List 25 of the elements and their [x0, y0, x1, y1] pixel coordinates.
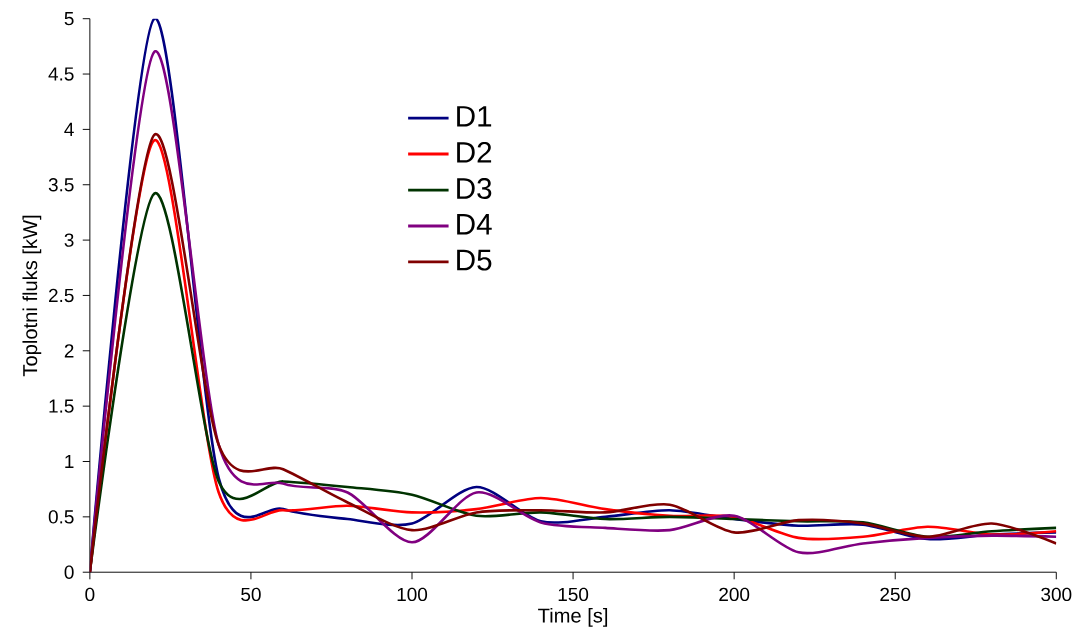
- x-tick-label: 200: [719, 587, 750, 602]
- x-tick-label: 300: [1041, 587, 1072, 602]
- legend-label: D4: [457, 214, 492, 235]
- x-tick-label: 100: [397, 587, 428, 602]
- legend-label: D3: [457, 178, 492, 200]
- legend-label: D5: [457, 250, 492, 271]
- y-tick-label: 1: [65, 455, 74, 469]
- legend-label: D2: [457, 142, 492, 163]
- y-tick-label: 3: [64, 233, 74, 248]
- y-tick-label: 3.5: [48, 178, 74, 192]
- x-tick-label: 0: [85, 587, 95, 602]
- y-axis-title: Toplotni fluks [kW]: [22, 215, 42, 377]
- y-tick-label: 2.5: [49, 288, 74, 303]
- y-tick-label: 5: [64, 12, 74, 26]
- x-tick-label: 150: [558, 587, 589, 602]
- x-axis-title: Time [s]: [538, 608, 608, 627]
- y-tick-label: 1.5: [49, 399, 74, 413]
- y-tick-label: 2: [64, 344, 74, 358]
- x-tick-label: 250: [880, 587, 911, 602]
- legend-label: D1: [457, 106, 492, 127]
- x-tick-label: 50: [241, 587, 261, 602]
- y-tick-label: 0.5: [48, 510, 74, 524]
- y-tick-label: 0: [64, 565, 74, 580]
- y-tick-label: 4: [64, 123, 74, 137]
- y-tick-label: 4.5: [48, 67, 74, 81]
